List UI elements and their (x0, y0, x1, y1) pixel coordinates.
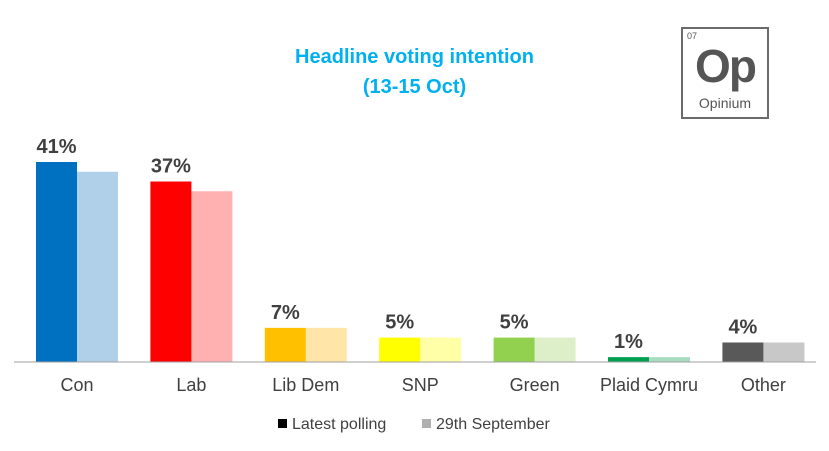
bar-latest-snp (379, 337, 421, 362)
legend-swatch-1 (278, 419, 287, 428)
logo-symbol: Op (695, 40, 757, 92)
chart-subtitle: (13-15 Oct) (362, 76, 467, 98)
bar-previous-snp (420, 337, 462, 362)
data-label: 5% (385, 312, 414, 334)
category-label: Lib Dem (272, 375, 339, 395)
bar-latest-green (493, 337, 535, 362)
chart-title: Headline voting intention (295, 46, 534, 68)
bar-latest-lib-dem (264, 327, 306, 362)
legend-label-2: 29th September (436, 416, 551, 433)
category-label: Lab (176, 375, 206, 395)
category-label: Other (741, 375, 786, 395)
category-label: Con (60, 375, 93, 395)
bar-latest-other (722, 342, 764, 362)
data-label: 7% (271, 302, 300, 324)
legend-label-1: Latest polling (292, 416, 386, 433)
data-label: 1% (614, 331, 643, 353)
data-label: 4% (728, 316, 757, 338)
opinium-logo: 07 Op Opinium (681, 27, 769, 119)
data-label: 41% (36, 136, 76, 158)
legend: Latest polling 29th September (278, 416, 551, 433)
category-label: Green (510, 375, 560, 395)
category-label: SNP (402, 375, 439, 395)
bars-group (36, 162, 805, 362)
bar-previous-lab (191, 191, 233, 362)
bar-previous-lib-dem (305, 327, 347, 362)
bar-latest-plaid-cymru (608, 357, 649, 362)
labels-group: 41% Con 37% Lab 7% Lib Dem 5% SNP 5% Green 1% Plaid… (36, 136, 785, 395)
data-label: 37% (151, 156, 191, 178)
category-label: Plaid Cymru (600, 375, 698, 395)
data-label: 5% (500, 312, 529, 334)
bar-previous-green (534, 337, 576, 362)
bar-latest-con (36, 162, 77, 362)
bar-latest-lab (150, 181, 192, 362)
logo-name: Opinium (698, 95, 752, 111)
legend-swatch-2 (422, 419, 431, 428)
bar-previous-other (763, 342, 805, 362)
logo-number: 07 (687, 31, 698, 41)
bar-previous-con (77, 171, 118, 362)
bar-previous-plaid-cymru (649, 357, 690, 362)
